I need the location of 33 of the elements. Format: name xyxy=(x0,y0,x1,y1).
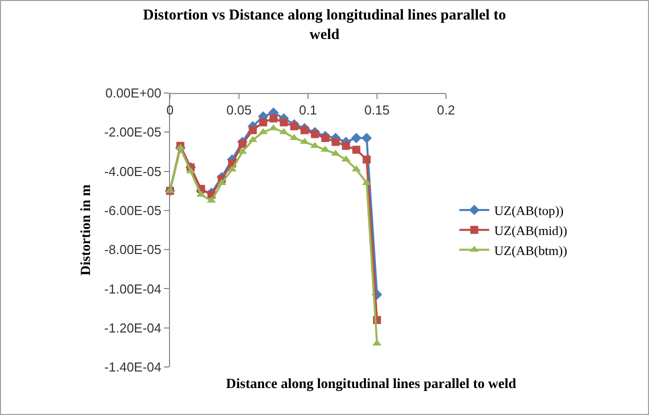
y-tick-label: -6.00E-05 xyxy=(104,202,162,218)
point xyxy=(310,130,319,138)
point xyxy=(290,122,298,130)
legend-label: UZ(AB(mid)) xyxy=(494,222,568,238)
y-tick-label: -1.20E-04 xyxy=(104,320,162,336)
point xyxy=(259,118,268,126)
point xyxy=(248,126,257,134)
point xyxy=(321,134,330,142)
chart-title: Distortion vs Distance along longitudinal lines parallel to weld xyxy=(143,8,506,44)
y-tick-label: -4.00E-05 xyxy=(104,164,162,179)
point xyxy=(332,138,340,146)
point xyxy=(280,118,288,126)
x-tick-label: 0.2 xyxy=(436,102,456,118)
point xyxy=(270,114,278,122)
point xyxy=(362,156,371,164)
legend-label: UZ(AB(btm)) xyxy=(494,242,568,258)
y-axis-title: Distortion in m xyxy=(78,184,94,276)
x-axis-title: Distance along longitudinal lines parallel to weld xyxy=(226,377,516,392)
point xyxy=(352,146,360,154)
y-tick-label: -1.00E-04 xyxy=(104,281,162,296)
legend-label: UZ(AB(top)) xyxy=(494,203,564,218)
y-tick-label: -2.00E-05 xyxy=(104,124,162,140)
y-tick-label: -8.00E-05 xyxy=(104,242,162,258)
y-tick-label: 0.00E+00 xyxy=(105,86,162,101)
point xyxy=(300,126,309,134)
point xyxy=(351,132,362,144)
point xyxy=(342,142,350,150)
point xyxy=(361,132,372,144)
x-tick-label: 0.05 xyxy=(226,102,252,118)
x-tick-label: 0.15 xyxy=(364,102,390,118)
x-tick-label: 0.1 xyxy=(298,102,318,118)
point xyxy=(238,140,246,148)
y-tick-label: -1.40E-04 xyxy=(104,360,162,375)
